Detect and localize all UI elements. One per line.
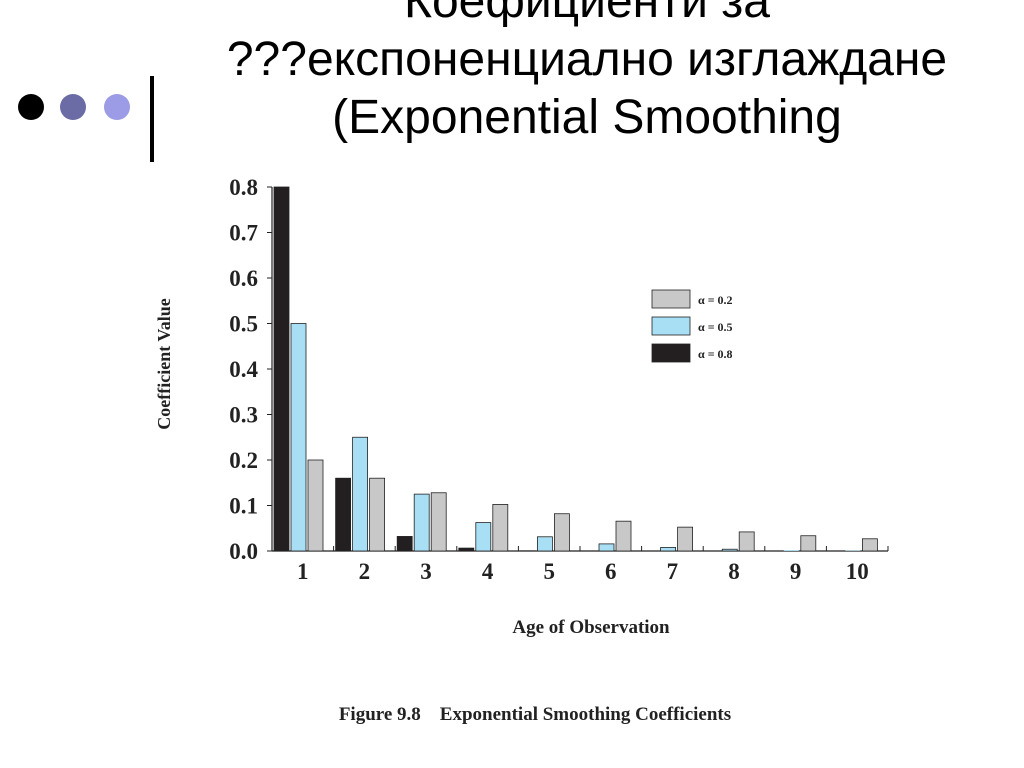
y-tick-label: 0.2 [229,448,258,473]
y-tick-label: 0.0 [229,539,258,564]
x-axis-title: Age of Observation [512,617,670,638]
bar-alpha-0-5-age-6 [598,543,615,552]
x-tick-label: 6 [605,559,617,584]
bar-alpha-0-2-age-10 [862,538,878,552]
title-line-3: (Exponential Smoothing [332,91,842,144]
x-tick-label: 7 [667,559,679,584]
title-line-2: ???експоненциално изглаждане [226,33,948,86]
bar-alpha-0-5-age-9 [783,550,799,551]
bar-alpha-0-5-age-5 [537,536,553,552]
y-tick-label: 0.3 [229,403,258,428]
y-tick-label: 0.7 [229,221,258,246]
bar-alpha-0-8-age-4 [458,547,475,552]
bar-alpha-0-8-age-1 [273,186,290,552]
legend-swatch [651,289,691,309]
bar-alpha-0-2-age-7 [677,526,693,552]
y-tick-label: 0.8 [229,175,258,200]
bar-alpha-0-2-age-1 [307,459,324,552]
bar-alpha-0-8-age-3 [396,536,413,552]
y-tick-label: 0.1 [229,494,258,519]
legend-swatch [651,343,691,363]
bar-alpha-0-5-age-7 [660,547,676,552]
bar-alpha-0-5-age-3 [413,493,430,552]
bar-alpha-0-5-age-1 [290,323,307,552]
x-tick-label: 4 [482,559,494,584]
y-tick-label: 0.5 [229,312,258,337]
x-tick-label: 5 [543,559,555,584]
bullet-dot-lavender [104,94,130,120]
slide-title-area: Коефициенти за ???експоненциално изглажд… [0,0,1024,162]
title-line-1: Коефициенти за [404,0,770,28]
figure-caption: Figure 9.8 Exponential Smoothing Coeffic… [339,704,731,725]
x-tick-label: 2 [359,559,371,584]
bar-alpha-0-2-age-3 [430,492,447,552]
bar-alpha-0-8-age-2 [335,477,352,552]
y-tick-label: 0.4 [229,357,258,382]
bar-alpha-0-5-age-8 [721,548,738,552]
bullet-dot-black [18,94,44,120]
bar-alpha-0-2-age-2 [369,477,386,552]
legend-label: α = 0.5 [698,320,733,334]
bullet-dot-purple [60,94,86,120]
bar-alpha-0-2-age-9 [800,535,817,552]
bar-alpha-0-2-age-6 [615,520,632,552]
x-tick-label: 3 [420,559,432,584]
bar-alpha-0-2-age-8 [738,531,755,552]
legend-label: α = 0.2 [698,293,733,307]
title-divider [150,76,154,162]
y-tick-label: 0.6 [229,266,258,291]
legend-swatch [651,316,691,336]
x-tick-label: 10 [846,559,869,584]
x-tick-label: 9 [790,559,802,584]
y-axis-title: Coefficient Value [154,298,174,429]
bar-alpha-0-8-age-5 [520,550,536,551]
bar-alpha-0-2-age-4 [492,504,509,552]
slide-title: Коефициенти за ???експоненциално изглажд… [150,0,1024,147]
x-tick-label: 8 [728,559,740,584]
bar-alpha-0-5-age-2 [352,436,369,552]
bar-alpha-0-2-age-5 [554,513,570,552]
bar-alpha-0-5-age-4 [475,522,492,552]
legend-label: α = 0.8 [698,347,733,361]
x-tick-label: 1 [297,559,309,584]
